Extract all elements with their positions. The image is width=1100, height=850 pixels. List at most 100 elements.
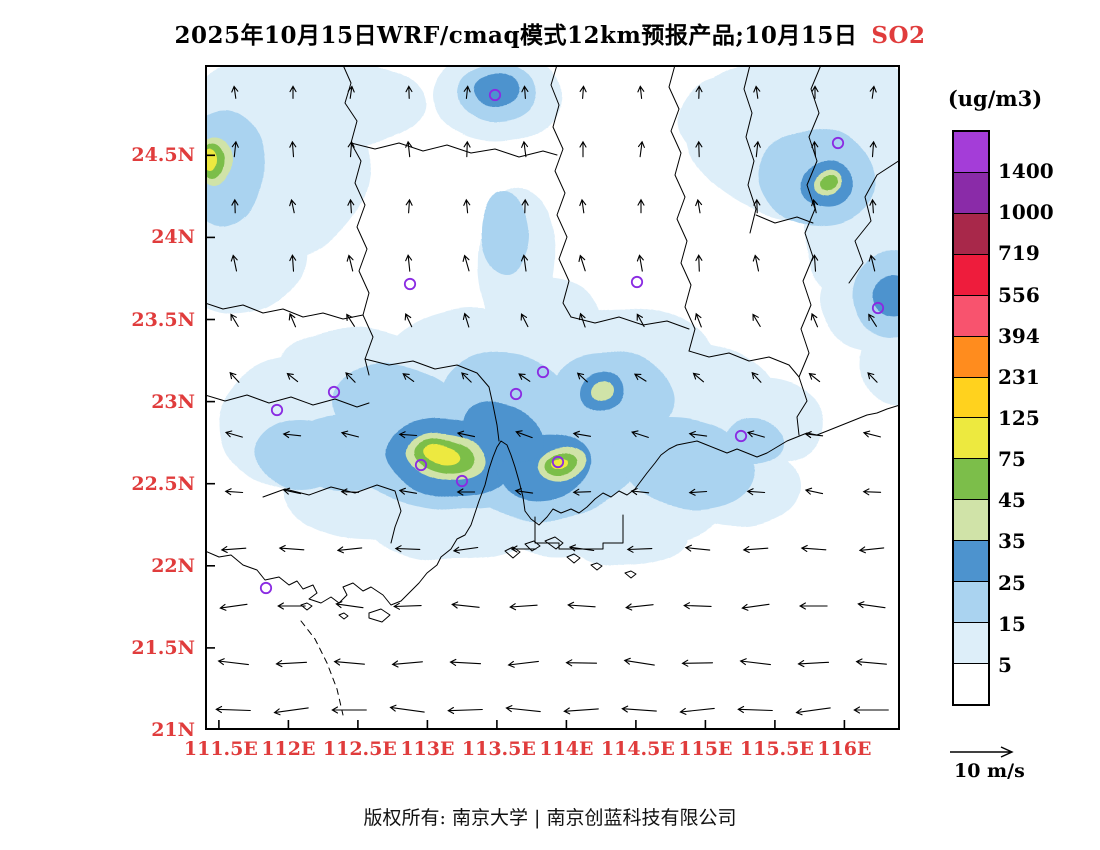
wind-arrow xyxy=(282,487,302,495)
wind-arrow xyxy=(804,431,824,439)
wind-arrow xyxy=(230,313,239,327)
wind-arrow xyxy=(742,546,769,554)
colorbar-cell xyxy=(954,132,988,172)
station-marker xyxy=(630,275,644,289)
wind-arrow xyxy=(751,371,762,383)
wind-arrow xyxy=(623,657,655,666)
wind-arrow xyxy=(286,372,299,383)
wind-arrow xyxy=(520,254,529,272)
station-marker xyxy=(551,455,565,469)
wind-arrow xyxy=(579,85,587,99)
colorbar-cell xyxy=(954,253,988,295)
admin-boundary xyxy=(350,142,558,158)
wind-legend-arrow xyxy=(950,746,1014,758)
title-pollutant: SO2 xyxy=(871,22,926,49)
dashed-maritime-boundary xyxy=(300,620,344,716)
wind-arrow xyxy=(462,312,470,328)
wind-arrow xyxy=(231,140,239,158)
wind-arrow xyxy=(456,430,476,438)
contour-shading-layer xyxy=(205,65,900,565)
wind-arrow xyxy=(563,707,599,715)
contour-region-5-15 xyxy=(265,65,425,147)
colorbar-label: 719 xyxy=(998,241,1040,266)
wind-arrow xyxy=(579,198,587,214)
axis-label-x: 113E xyxy=(400,738,455,760)
axis-label-x: 113.5E xyxy=(461,738,536,760)
wind-arrow xyxy=(694,312,702,328)
admin-boundary xyxy=(550,65,572,318)
contour-region-5-15 xyxy=(775,65,900,122)
wind-arrow xyxy=(804,487,824,495)
wind-arrow xyxy=(389,704,425,713)
wind-arrow xyxy=(695,85,703,99)
wind-arrow xyxy=(695,198,703,214)
contour-region-5-15 xyxy=(678,78,788,162)
wind-arrow xyxy=(568,544,595,552)
colorbar-cell xyxy=(954,458,988,500)
contour-region-75-125 xyxy=(551,456,569,466)
axis-label-x: 114.5E xyxy=(600,738,675,760)
contour-region-25-35 xyxy=(476,73,518,105)
station-marker xyxy=(270,403,284,417)
wind-arrow xyxy=(331,706,367,714)
wind-arrow xyxy=(855,658,887,666)
wind-arrow xyxy=(683,602,712,610)
wind-arrow xyxy=(811,198,819,214)
admin-boundary xyxy=(570,316,690,330)
colorbar-cell xyxy=(954,540,988,582)
colorbar-label: 125 xyxy=(998,406,1040,430)
colorbar-units-label: (ug/m3) xyxy=(947,86,1043,111)
wind-arrow xyxy=(463,140,471,158)
wind-arrow xyxy=(398,431,418,439)
map-frame xyxy=(205,65,900,730)
admin-boundary xyxy=(205,302,364,320)
wind-arrow xyxy=(752,254,760,272)
wind-arrow xyxy=(862,430,881,438)
wind-arrow xyxy=(345,372,356,383)
islands xyxy=(300,536,637,623)
station-marker xyxy=(259,581,273,595)
wind-arrow xyxy=(741,603,770,611)
colorbar-label: 1000 xyxy=(998,200,1054,225)
wind-arrow xyxy=(798,602,828,610)
colorbar-cell xyxy=(954,335,988,377)
admin-boundary xyxy=(205,394,370,408)
wind-arrow xyxy=(862,488,882,496)
wind-arrow xyxy=(447,706,483,715)
wind-arrow xyxy=(567,601,596,609)
contour-region-75-125 xyxy=(423,444,461,464)
wind-arrow xyxy=(289,140,297,158)
station-marker xyxy=(488,88,502,102)
wind-arrow xyxy=(626,545,653,553)
wind-arrow xyxy=(867,372,878,383)
colorbar-label: 231 xyxy=(998,364,1040,389)
colorbar-label: 25 xyxy=(998,570,1026,595)
wind-arrow xyxy=(509,603,538,611)
wind-arrow xyxy=(404,313,413,328)
wind-arrow xyxy=(869,140,877,158)
wind-arrow xyxy=(463,198,471,214)
wind-arrow xyxy=(621,705,657,713)
wind-arrow xyxy=(340,488,360,496)
wind-arrow xyxy=(405,140,413,158)
station-markers-layer xyxy=(259,88,885,595)
colorbar-label: 35 xyxy=(998,529,1026,554)
admin-boundary xyxy=(755,214,814,224)
wind-arrow xyxy=(333,658,365,666)
wind-arrow xyxy=(391,660,423,668)
wind-arrow xyxy=(636,313,645,328)
wind-arrow xyxy=(347,85,355,99)
admin-boundary xyxy=(688,350,800,378)
station-marker xyxy=(414,458,428,472)
colorbar-label: 15 xyxy=(998,611,1026,636)
wind-arrow xyxy=(800,544,827,552)
axis-label-x: 112E xyxy=(261,738,316,760)
wind-arrow xyxy=(230,254,238,272)
wind-arrow xyxy=(229,371,240,383)
wind-arrow xyxy=(347,198,355,214)
station-marker xyxy=(536,365,550,379)
wind-arrow xyxy=(578,254,586,272)
wind-arrow xyxy=(220,546,247,554)
wind-arrow xyxy=(462,254,470,272)
wind-arrow xyxy=(289,198,297,214)
